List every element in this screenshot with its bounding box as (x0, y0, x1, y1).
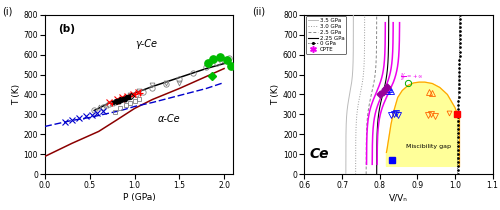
Text: (b): (b) (58, 24, 75, 34)
Text: (ii): (ii) (252, 6, 266, 16)
Y-axis label: T (K): T (K) (12, 84, 20, 105)
Y-axis label: T (K): T (K) (271, 84, 280, 105)
Text: α-Ce: α-Ce (158, 114, 180, 124)
Text: Miscibility gap: Miscibility gap (406, 144, 451, 149)
Text: (i): (i) (2, 6, 13, 16)
Text: Ce: Ce (310, 147, 329, 161)
Polygon shape (386, 82, 458, 166)
Text: $\frac{\partial V}{\partial T}$$= +\infty$: $\frac{\partial V}{\partial T}$$= +\inft… (400, 71, 424, 83)
X-axis label: V/Vₙ: V/Vₙ (389, 193, 408, 202)
Text: γ-Ce: γ-Ce (136, 39, 158, 49)
X-axis label: P (GPa): P (GPa) (122, 193, 156, 202)
Legend: 3.5 GPa, 3.0 GPa, 2.5 GPa, 2.25 GPa, 0 GPa, CPTE: 3.5 GPa, 3.0 GPa, 2.5 GPa, 2.25 GPa, 0 G… (306, 16, 346, 54)
